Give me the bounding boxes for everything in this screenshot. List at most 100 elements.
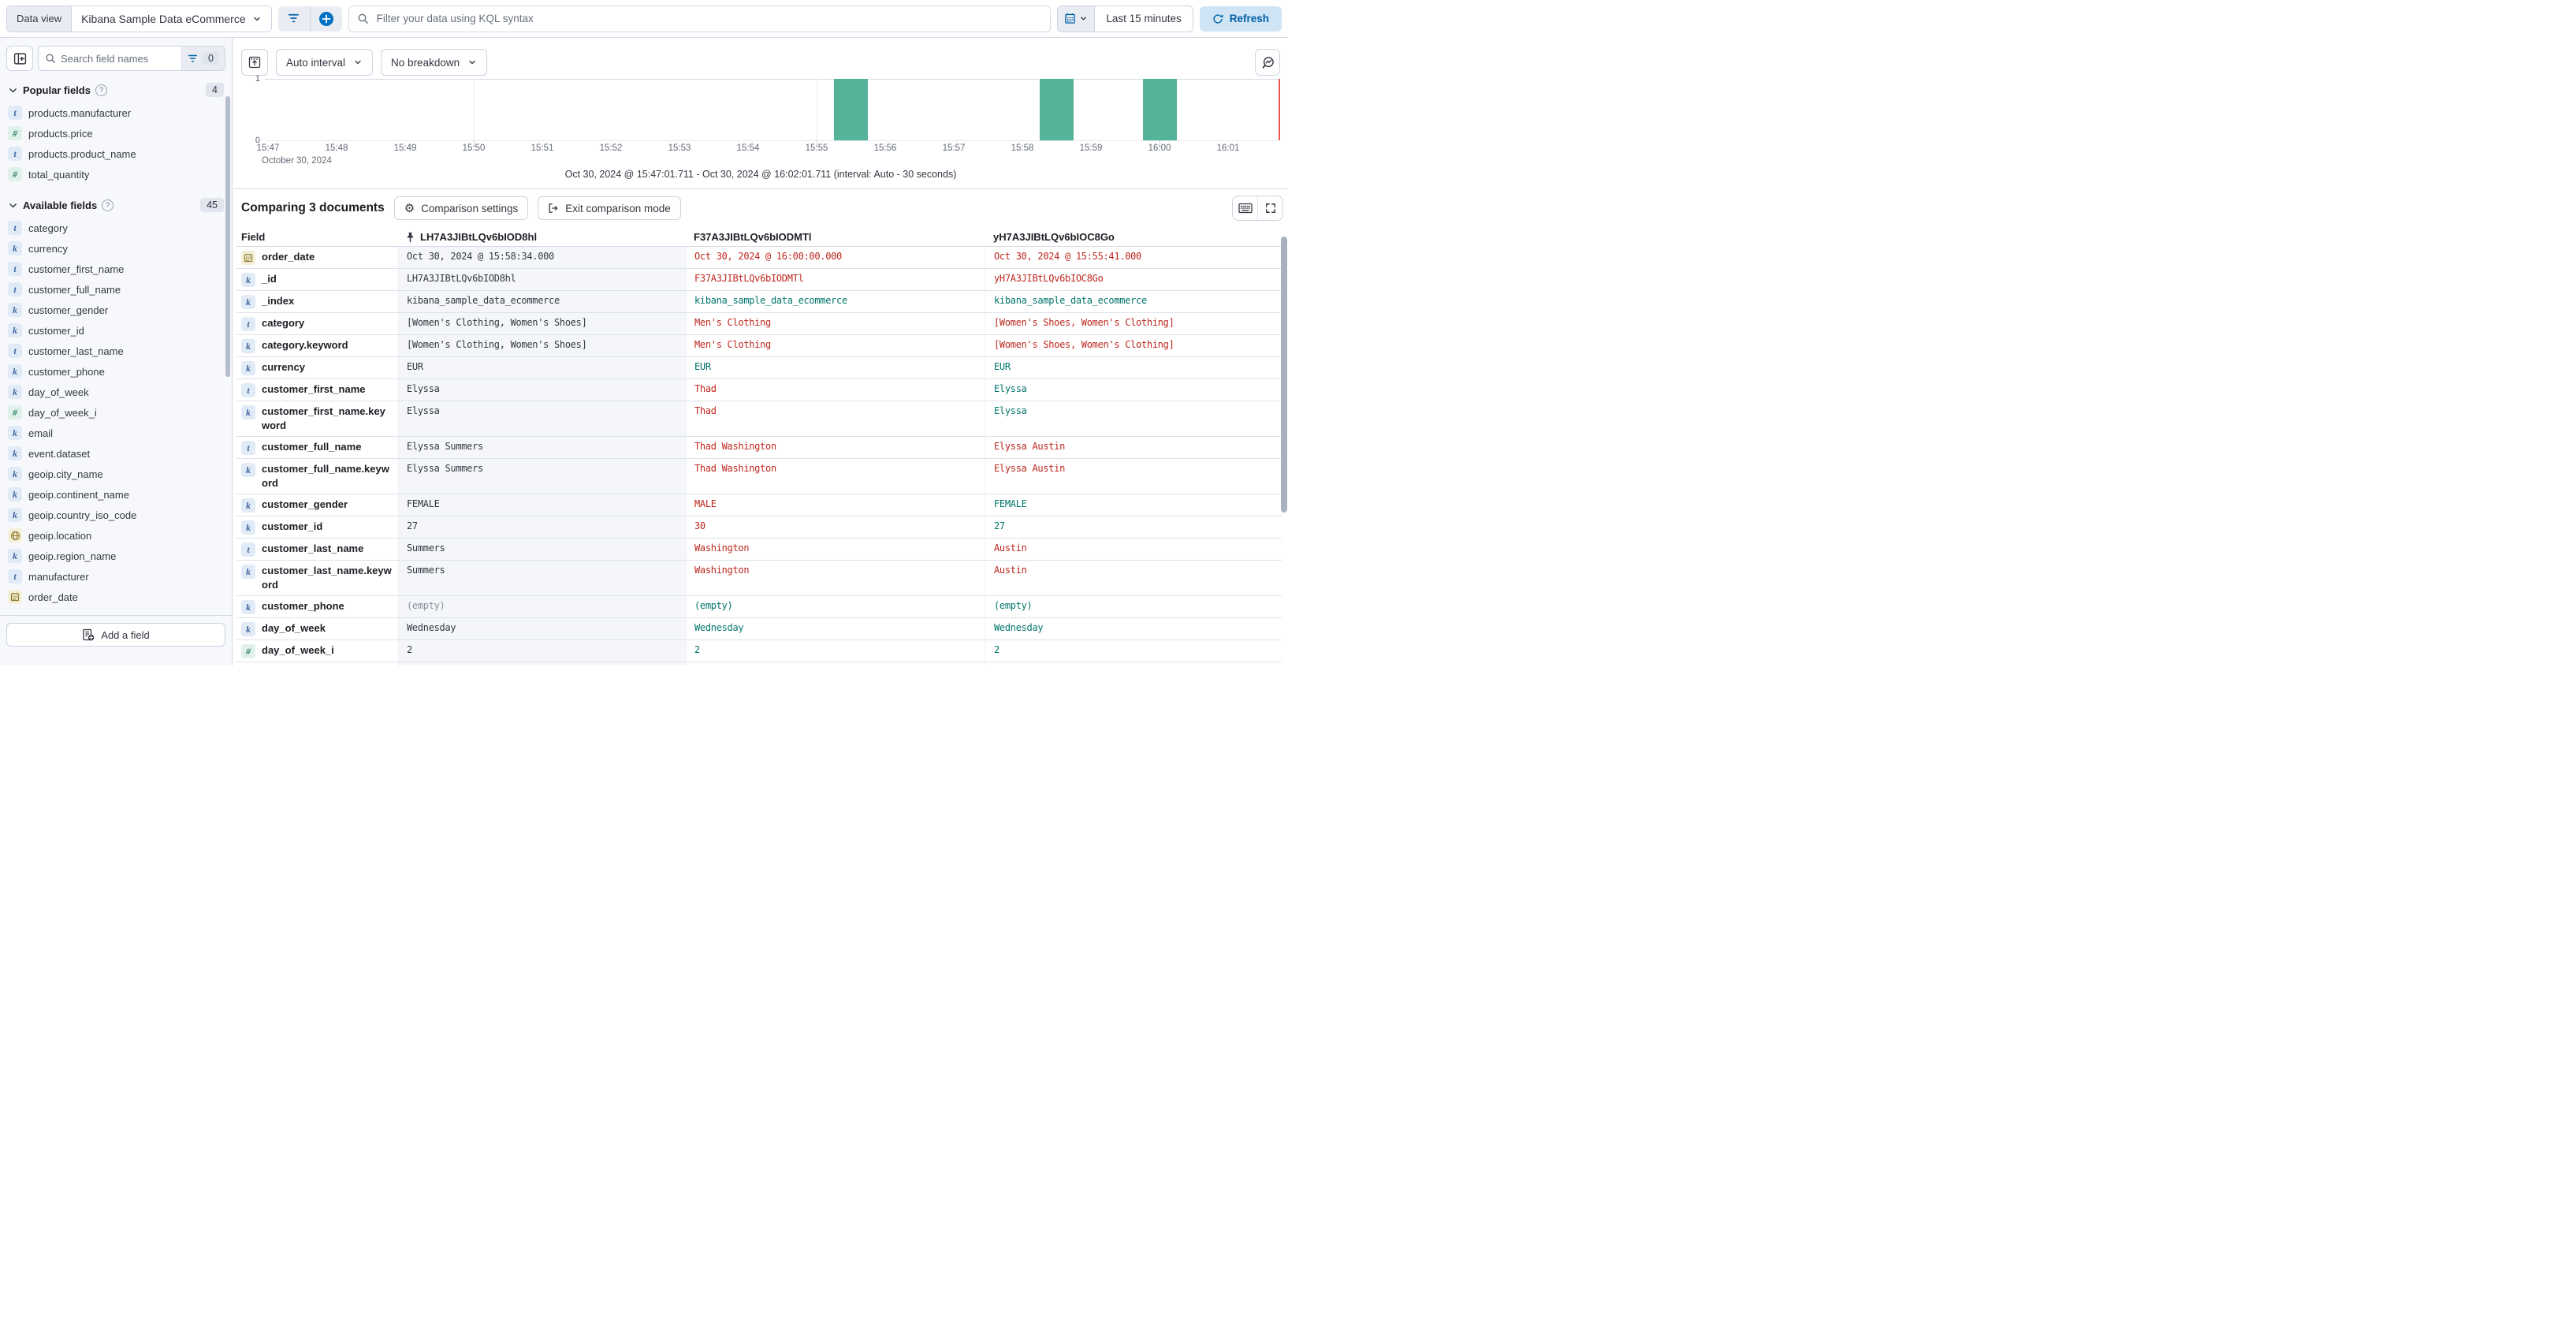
plus-icon xyxy=(318,11,333,26)
sidebar-field-category[interactable]: t category xyxy=(0,218,232,238)
fullscreen-button[interactable] xyxy=(1257,196,1282,220)
field-cell[interactable]: k customer_first_name.keyword xyxy=(236,401,398,436)
sidebar-field-email[interactable]: k email xyxy=(0,423,232,443)
sidebar-field-products.price[interactable]: # products.price xyxy=(0,123,232,144)
popular-fields-section-header[interactable]: Popular fields 4 xyxy=(0,76,232,103)
chart-options-button[interactable] xyxy=(1255,49,1280,76)
filter-icon xyxy=(288,13,300,23)
refresh-button[interactable]: Refresh xyxy=(1199,6,1282,32)
sidebar-field-event.dataset[interactable]: k event.dataset xyxy=(0,443,232,464)
sidebar-field-customer_first_name[interactable]: t customer_first_name xyxy=(0,259,232,279)
field-cell[interactable]: k currency xyxy=(236,357,398,378)
comparison-settings-button[interactable]: ⚙ Comparison settings xyxy=(393,196,529,220)
doc-value: F37A3JIBtLQv6bIODMTl xyxy=(686,269,985,290)
sidebar-field-day_of_week[interactable]: k day_of_week xyxy=(0,382,232,402)
doc-value: (empty) xyxy=(686,596,985,617)
field-cell[interactable]: k customer_phone xyxy=(236,596,398,617)
field-cell[interactable]: k customer_last_name.keyword xyxy=(236,561,398,595)
sidebar-field-geoip.city_name[interactable]: k geoip.city_name xyxy=(0,464,232,484)
sidebar-scrollbar[interactable] xyxy=(225,96,230,377)
x-axis-tick-label: 15:55 xyxy=(805,144,828,153)
sidebar-field-currency[interactable]: k currency xyxy=(0,238,232,259)
field-cell[interactable]: order_date xyxy=(236,247,398,268)
field-cell[interactable]: k _index xyxy=(236,291,398,312)
sidebar-field-customer_phone[interactable]: k customer_phone xyxy=(0,361,232,382)
sidebar-field-customer_id[interactable]: k customer_id xyxy=(0,320,232,341)
saved-query-filter-button[interactable] xyxy=(278,6,310,32)
field-cell[interactable]: t customer_last_name xyxy=(236,539,398,560)
sidebar-field-geoip.continent_name[interactable]: k geoip.continent_name xyxy=(0,484,232,505)
field-name: _id xyxy=(262,273,277,285)
table-header-row: Field LH7A3JIBtLQv6bIOD8hl F37A3JIBtLQv6… xyxy=(236,228,1282,247)
field-cell[interactable]: k _id xyxy=(236,269,398,290)
add-field-button[interactable]: Add a field xyxy=(6,623,225,647)
doc-value: [Women's Shoes, Women's Clothing] xyxy=(985,313,1282,334)
sidebar-field-manufacturer[interactable]: t manufacturer xyxy=(0,566,232,587)
available-fields-section-header[interactable]: Available fields 45 xyxy=(0,191,232,218)
doc-value: elyssa@austin-family.zzz xyxy=(985,662,1282,666)
doc-value: thad@washington-family.zzz xyxy=(686,662,985,666)
sidebar-field-total_quantity[interactable]: # total_quantity xyxy=(0,164,232,185)
time-range-value[interactable]: Last 15 minutes xyxy=(1095,6,1193,32)
add-filter-button[interactable] xyxy=(309,6,342,32)
exit-comparison-button[interactable]: Exit comparison mode xyxy=(538,196,681,220)
sidebar-field-order_date[interactable]: order_date xyxy=(0,587,232,607)
data-view-picker[interactable]: Data view Kibana Sample Data eCommerce xyxy=(6,5,272,32)
field-type-number-icon: # xyxy=(8,405,22,419)
keyboard-shortcuts-button[interactable] xyxy=(1233,196,1257,220)
field-cell[interactable]: k customer_gender xyxy=(236,494,398,516)
pinned-doc-value: Oct 30, 2024 @ 15:58:34.000 xyxy=(398,247,686,268)
doc-value: EUR xyxy=(985,357,1282,378)
kql-search-bar[interactable] xyxy=(348,5,1052,32)
field-name: category.keyword xyxy=(262,339,348,351)
sidebar-field-day_of_week_i[interactable]: # day_of_week_i xyxy=(0,402,232,423)
field-cell[interactable]: k customer_id xyxy=(236,516,398,538)
sidebar-field-geoip.location[interactable]: geoip.location xyxy=(0,525,232,546)
sidebar-field-customer_last_name[interactable]: t customer_last_name xyxy=(0,341,232,361)
sidebar-field-customer_gender[interactable]: k customer_gender xyxy=(0,300,232,320)
field-name: customer_full_name xyxy=(262,441,362,453)
field-search[interactable]: 0 xyxy=(38,46,225,71)
sidebar-field-geoip.region_name[interactable]: k geoip.region_name xyxy=(0,546,232,566)
doc-value: [Women's Shoes, Women's Clothing] xyxy=(985,335,1282,356)
doc-column-header: yH7A3JIBtLQv6bIOC8Go xyxy=(993,231,1115,243)
table-scrollbar[interactable] xyxy=(1281,237,1287,513)
histogram-layout-button[interactable] xyxy=(241,49,268,76)
globe-icon xyxy=(10,531,20,540)
doc-value: Elyssa Austin xyxy=(985,459,1282,494)
popular-fields-count: 4 xyxy=(206,83,224,97)
x-axis-tick-label: 16:00 xyxy=(1148,144,1171,153)
field-type-t-icon: t xyxy=(241,542,255,557)
sidebar-field-geoip.country_iso_code[interactable]: k geoip.country_iso_code xyxy=(0,505,232,525)
pin-icon xyxy=(407,232,414,243)
doc-value: kibana_sample_data_ecommerce xyxy=(686,291,985,312)
field-filter-button[interactable]: 0 xyxy=(181,47,225,70)
field-type-date-icon xyxy=(8,590,22,604)
kql-input[interactable] xyxy=(374,12,1043,25)
doc-value: Thad Washington xyxy=(686,459,985,494)
field-cell[interactable]: # day_of_week_i xyxy=(236,640,398,662)
field-search-input[interactable] xyxy=(61,52,182,65)
doc-value: kibana_sample_data_ecommerce xyxy=(985,291,1282,312)
doc-value: Washington xyxy=(686,561,985,595)
breakdown-select[interactable]: No breakdown xyxy=(381,49,488,76)
field-cell[interactable]: k day_of_week xyxy=(236,618,398,639)
collapse-sidebar-button[interactable] xyxy=(6,46,33,71)
sidebar-field-customer_full_name[interactable]: t customer_full_name xyxy=(0,279,232,300)
date-picker-button[interactable] xyxy=(1058,6,1096,32)
field-cell[interactable]: k category.keyword xyxy=(236,335,398,356)
field-name: category xyxy=(28,222,68,234)
field-type-number-icon: # xyxy=(8,126,22,140)
field-cell[interactable]: k customer_full_name.keyword xyxy=(236,459,398,494)
pinned-doc-value: Summers xyxy=(398,539,686,560)
field-cell[interactable]: t customer_first_name xyxy=(236,379,398,401)
sidebar-field-products.product_name[interactable]: t products.product_name xyxy=(0,144,232,164)
table-row-email: kemailelyssa@summers-family.zzzthad@wash… xyxy=(236,662,1282,666)
histogram-panel-icon xyxy=(248,56,261,69)
interval-select[interactable]: Auto interval xyxy=(276,49,374,76)
field-cell[interactable]: t customer_full_name xyxy=(236,437,398,458)
table-row-order_date: order_date Oct 30, 2024 @ 15:58:34.000 Oct… xyxy=(236,247,1282,269)
field-cell[interactable]: t category xyxy=(236,313,398,334)
sidebar-field-products.manufacturer[interactable]: t products.manufacturer xyxy=(0,103,232,123)
